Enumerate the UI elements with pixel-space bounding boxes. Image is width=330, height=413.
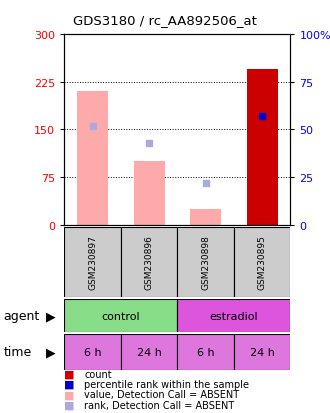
Bar bbox=[247, 70, 278, 225]
Text: GSM230897: GSM230897 bbox=[88, 235, 97, 290]
Text: GDS3180 / rc_AA892506_at: GDS3180 / rc_AA892506_at bbox=[73, 14, 257, 27]
Bar bbox=[234, 335, 290, 370]
Bar bbox=[178, 335, 234, 370]
Text: ▶: ▶ bbox=[46, 346, 56, 358]
Text: GSM230895: GSM230895 bbox=[258, 235, 267, 290]
Text: estradiol: estradiol bbox=[210, 311, 258, 321]
Bar bbox=[64, 299, 178, 332]
Text: 6 h: 6 h bbox=[84, 347, 101, 357]
Text: 6 h: 6 h bbox=[197, 347, 214, 357]
Text: ■: ■ bbox=[64, 400, 75, 410]
Bar bbox=[190, 209, 221, 225]
Text: 24 h: 24 h bbox=[250, 347, 275, 357]
Text: control: control bbox=[102, 311, 140, 321]
Text: value, Detection Call = ABSENT: value, Detection Call = ABSENT bbox=[84, 389, 239, 399]
Text: count: count bbox=[84, 369, 112, 379]
Text: agent: agent bbox=[3, 309, 40, 323]
Bar bbox=[64, 335, 121, 370]
Bar bbox=[134, 162, 165, 225]
Text: time: time bbox=[3, 346, 32, 358]
Bar bbox=[234, 227, 290, 297]
Text: rank, Detection Call = ABSENT: rank, Detection Call = ABSENT bbox=[84, 400, 234, 410]
Text: ■: ■ bbox=[64, 369, 75, 379]
Text: 24 h: 24 h bbox=[137, 347, 162, 357]
Bar bbox=[121, 227, 178, 297]
Text: GSM230898: GSM230898 bbox=[201, 235, 210, 290]
Bar bbox=[178, 227, 234, 297]
Bar bbox=[64, 227, 121, 297]
Text: GSM230896: GSM230896 bbox=[145, 235, 154, 290]
Bar bbox=[121, 335, 178, 370]
Text: ▶: ▶ bbox=[46, 309, 56, 323]
Bar bbox=[77, 92, 108, 225]
Text: percentile rank within the sample: percentile rank within the sample bbox=[84, 379, 249, 389]
Text: ■: ■ bbox=[64, 379, 75, 389]
Bar bbox=[178, 299, 290, 332]
Text: ■: ■ bbox=[64, 389, 75, 399]
